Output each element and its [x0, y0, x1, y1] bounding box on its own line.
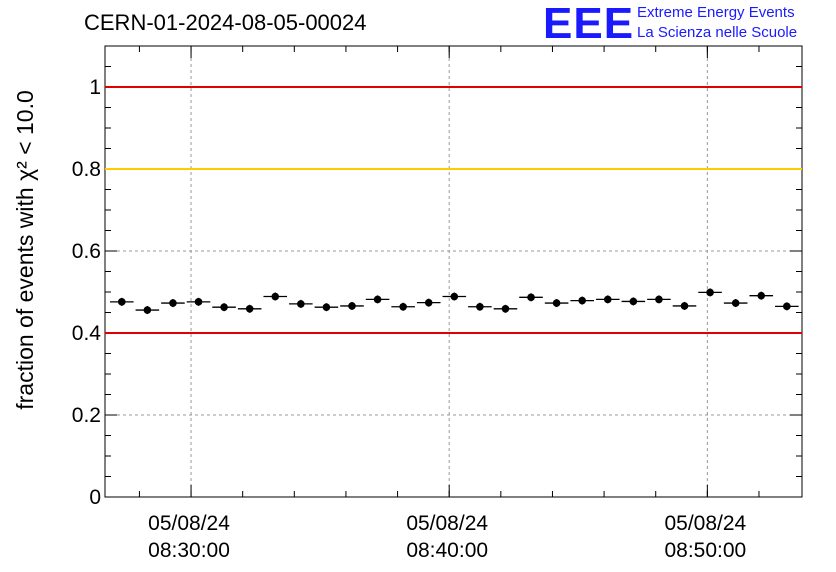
y-tick-label: 0.4	[72, 322, 102, 345]
data-point	[348, 302, 356, 310]
data-point	[476, 302, 484, 311]
data-point	[757, 291, 766, 300]
y-axis-label: fraction of events with χ² < 10.0	[12, 90, 38, 410]
x-tick-time-label: 08:30:00	[148, 539, 230, 562]
data-point	[552, 299, 561, 307]
data-point	[783, 302, 791, 311]
data-point	[450, 292, 459, 301]
y-tick-label: 1	[89, 76, 101, 99]
x-tick-date-label: 05/08/24	[664, 512, 746, 535]
data-point	[297, 300, 305, 308]
data-point	[399, 302, 407, 311]
data-point	[706, 288, 714, 297]
data-point	[143, 306, 152, 314]
x-tick-time-label: 08:40:00	[406, 539, 488, 562]
y-tick-label: 0	[89, 486, 101, 509]
x-tick-date-label: 05/08/24	[148, 512, 230, 535]
eee-logo-mark: EEE	[543, 0, 635, 48]
y-tick-label: 0.2	[72, 404, 101, 427]
plot-frame	[104, 45, 803, 498]
data-point	[655, 295, 663, 304]
data-point	[501, 305, 510, 313]
data-point	[578, 296, 586, 305]
data-point	[117, 298, 126, 306]
data-point	[424, 298, 433, 307]
chart-title: CERN-01-2024-08-05-00024	[84, 10, 367, 35]
data-point	[373, 295, 382, 304]
data-point	[169, 299, 177, 307]
data-point	[603, 295, 612, 304]
data-point	[322, 303, 331, 311]
data-point	[220, 303, 228, 311]
logo-subtitle-1: Extreme Energy Events	[637, 4, 795, 21]
data-point	[680, 302, 689, 310]
x-tick-date-label: 05/08/24	[406, 512, 488, 535]
data-point	[731, 299, 740, 307]
logo-subtitle-2: La Scienza nelle Scuole	[637, 24, 798, 41]
data-point	[271, 292, 280, 301]
y-tick-label: 0.8	[72, 158, 101, 181]
data-point	[527, 293, 535, 302]
data-point	[629, 297, 638, 306]
y-tick-label: 0.6	[72, 240, 101, 263]
data-point	[194, 298, 203, 306]
data-point	[245, 305, 254, 313]
x-tick-time-label: 08:50:00	[664, 539, 746, 562]
